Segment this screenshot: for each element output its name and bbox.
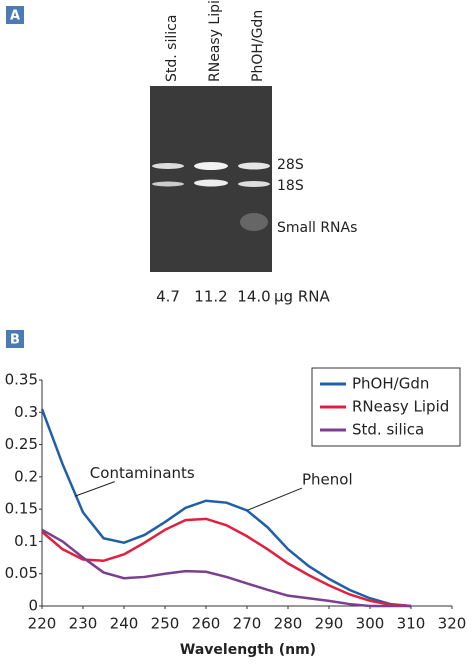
x-tick-label: 250 xyxy=(151,615,180,633)
band xyxy=(194,162,228,170)
y-tick-label: 0.25 xyxy=(5,435,38,453)
x-tick-label: 230 xyxy=(69,615,98,633)
band-label: 18S xyxy=(277,178,304,194)
annotation-leader xyxy=(74,481,115,497)
x-axis-label: Wavelength (nm) xyxy=(180,642,316,658)
y-tick-label: 0.15 xyxy=(5,500,38,518)
panel-label-box xyxy=(6,6,24,24)
yield: 14.0 xyxy=(237,288,270,306)
gel xyxy=(150,86,272,272)
y-tick-label: 0.35 xyxy=(5,371,38,389)
annotation-leader xyxy=(246,487,303,511)
yield: 11.2 xyxy=(194,288,227,306)
x-tick-label: 320 xyxy=(438,615,467,633)
legend-label: PhOH/Gdn xyxy=(352,375,429,393)
legend-label: RNeasy Lipid xyxy=(352,398,449,416)
annotation: Contaminants xyxy=(90,464,195,482)
band xyxy=(194,179,228,187)
y-tick-label: 0.3 xyxy=(14,403,38,421)
y-tick-label: 0.05 xyxy=(5,564,38,582)
band xyxy=(238,181,270,187)
band xyxy=(152,163,184,169)
x-tick-label: 240 xyxy=(110,615,139,633)
y-tick-label: 0 xyxy=(28,597,38,615)
series-line xyxy=(41,517,412,608)
yield-unit: µg RNA xyxy=(274,288,330,306)
x-tick-label: 300 xyxy=(356,615,385,633)
band xyxy=(240,213,268,231)
x-tick-label: 280 xyxy=(274,615,303,633)
y-tick-label: 0.1 xyxy=(14,532,38,550)
band-label: Small RNAs xyxy=(277,220,357,236)
lane-label: PhOH/Gdn xyxy=(250,10,266,82)
band xyxy=(152,181,184,187)
series-line xyxy=(40,408,412,608)
y-tick-label: 0.2 xyxy=(14,467,38,485)
x-tick-label: 310 xyxy=(397,615,426,633)
legend-label: Std. silica xyxy=(352,421,424,439)
x-tick-label: 220 xyxy=(28,615,57,633)
panel-label: B xyxy=(10,333,20,348)
x-tick-label: 290 xyxy=(315,615,344,633)
series-line xyxy=(41,528,411,608)
band xyxy=(238,162,270,170)
band-label: 28S xyxy=(277,157,304,173)
gel-bands xyxy=(152,162,270,231)
lane-label: Std. silica xyxy=(164,15,180,82)
lane-label: RNeasy Lipid xyxy=(207,0,223,82)
yield: 4.7 xyxy=(156,288,180,306)
x-tick-label: 270 xyxy=(233,615,262,633)
panel-label-box xyxy=(6,330,24,348)
x-tick-label: 260 xyxy=(192,615,221,633)
panel-label: A xyxy=(10,9,20,24)
annotation: Phenol xyxy=(302,471,353,489)
